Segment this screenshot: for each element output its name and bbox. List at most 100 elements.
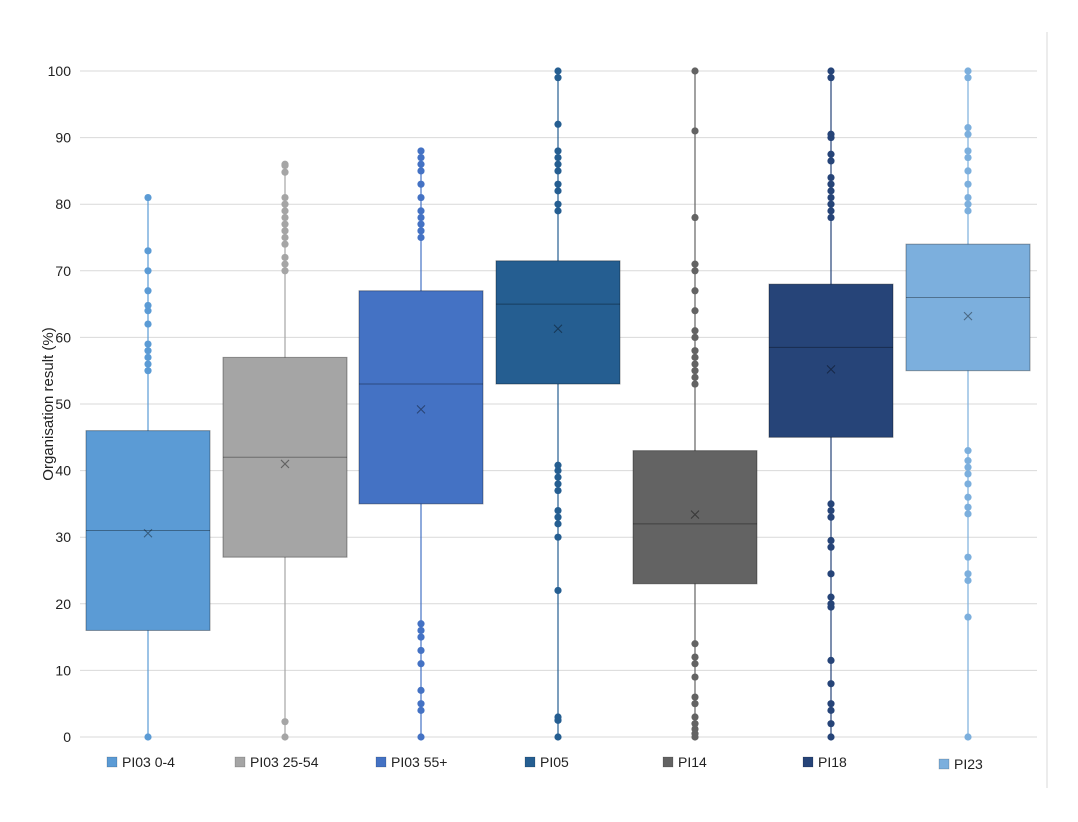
outlier-point <box>554 200 562 208</box>
outlier-point <box>554 520 562 528</box>
outlier-point <box>691 360 699 368</box>
mean-marker <box>690 510 700 519</box>
outlier-point <box>281 718 289 726</box>
outlier-point <box>827 680 835 688</box>
y-tick-label: 10 <box>55 662 71 678</box>
box-group <box>358 147 484 741</box>
legend-swatch <box>106 756 118 768</box>
outlier-point <box>281 227 289 235</box>
outlier-point <box>554 180 562 188</box>
outlier-point <box>144 347 152 355</box>
outlier-point <box>827 600 835 608</box>
box <box>495 260 621 385</box>
outlier-point <box>827 513 835 521</box>
legend-swatch <box>524 756 536 768</box>
outlier-point <box>554 486 562 495</box>
outlier-point <box>691 713 699 721</box>
legend-label: PI03 0-4 <box>122 754 175 770</box>
outlier-point <box>827 536 835 545</box>
outlier-point <box>691 287 699 295</box>
legend-label: PI03 55+ <box>391 754 447 770</box>
y-tick-label: 80 <box>55 196 71 212</box>
y-tick-label: 100 <box>48 63 72 79</box>
box-group <box>222 160 348 741</box>
legend-item: PI03 55+ <box>375 754 447 770</box>
outlier-point <box>827 593 835 601</box>
outlier-point <box>144 367 152 375</box>
box-group <box>632 67 758 741</box>
outlier-point <box>964 553 972 561</box>
outlier-point <box>691 660 699 668</box>
outlier-point <box>417 167 425 175</box>
outlier-point <box>554 160 562 168</box>
outlier-point <box>281 253 289 262</box>
outlier-point <box>554 120 562 128</box>
y-tick-label: 60 <box>55 329 71 345</box>
outlier-point <box>554 480 562 488</box>
outlier-point <box>691 67 699 75</box>
outlier-point <box>554 67 562 75</box>
legend-label: PI14 <box>678 754 707 770</box>
outlier-point <box>417 660 425 668</box>
outlier-point <box>281 220 289 228</box>
outlier-point <box>691 267 699 275</box>
outlier-point <box>691 693 699 701</box>
outlier-point <box>691 653 699 661</box>
outlier-point <box>281 733 289 741</box>
outlier-point <box>827 570 835 578</box>
outlier-point <box>964 207 972 215</box>
outlier-point <box>964 67 972 75</box>
outlier-point <box>554 467 562 475</box>
outlier-point <box>554 733 562 741</box>
legend-label: PI05 <box>540 754 569 770</box>
outlier-point <box>691 127 699 135</box>
y-tick-label: 40 <box>55 463 71 479</box>
outlier-point <box>691 725 699 733</box>
outlier-point <box>144 733 152 741</box>
outlier-point <box>827 67 835 75</box>
outlier-point <box>554 586 562 595</box>
outlier-point <box>417 153 425 162</box>
outlier-point <box>417 207 425 215</box>
outlier-point <box>964 130 972 138</box>
outlier-point <box>827 706 835 714</box>
outlier-point <box>964 470 972 478</box>
legend: PI03 0-4 PI03 25-54 PI03 55+ PI05 PI14 PI18 PI… <box>106 754 983 772</box>
outlier-point <box>144 320 152 328</box>
outlier-point <box>417 626 425 635</box>
y-axis-ticks: 0 10 20 30 40 50 60 70 80 90 100 <box>48 63 72 745</box>
y-tick-label: 70 <box>55 263 71 279</box>
mean-marker <box>143 528 153 538</box>
outlier-point <box>554 74 562 82</box>
outlier-point <box>827 213 835 222</box>
outlier-point <box>964 510 972 518</box>
outlier-point <box>144 360 152 368</box>
y-tick-label: 90 <box>55 130 71 146</box>
outlier-point <box>691 307 699 315</box>
outlier-point <box>827 733 835 741</box>
outlier-point <box>554 713 562 721</box>
outlier-point <box>964 503 972 511</box>
outlier-point <box>281 193 289 202</box>
outlier-point <box>691 260 699 268</box>
legend-swatch <box>662 756 674 768</box>
outlier-point <box>281 213 289 222</box>
box-group <box>85 193 211 741</box>
outlier-point <box>964 193 972 202</box>
legend-item: PI14 <box>662 754 707 770</box>
y-tick-label: 30 <box>55 529 71 545</box>
outlier-point <box>554 167 562 175</box>
outlier-point <box>827 543 835 551</box>
legend-label: PI23 <box>954 756 983 772</box>
outlier-point <box>691 720 699 728</box>
legend-label: PI18 <box>818 754 847 770</box>
box-group <box>905 67 1031 741</box>
outlier-point <box>964 200 972 208</box>
outlier-point <box>964 457 972 465</box>
box-group <box>495 67 621 741</box>
outlier-point <box>417 213 425 222</box>
outlier-point <box>281 233 289 242</box>
outlier-point <box>827 193 835 202</box>
outlier-point <box>691 327 699 335</box>
outlier-point <box>144 301 152 310</box>
